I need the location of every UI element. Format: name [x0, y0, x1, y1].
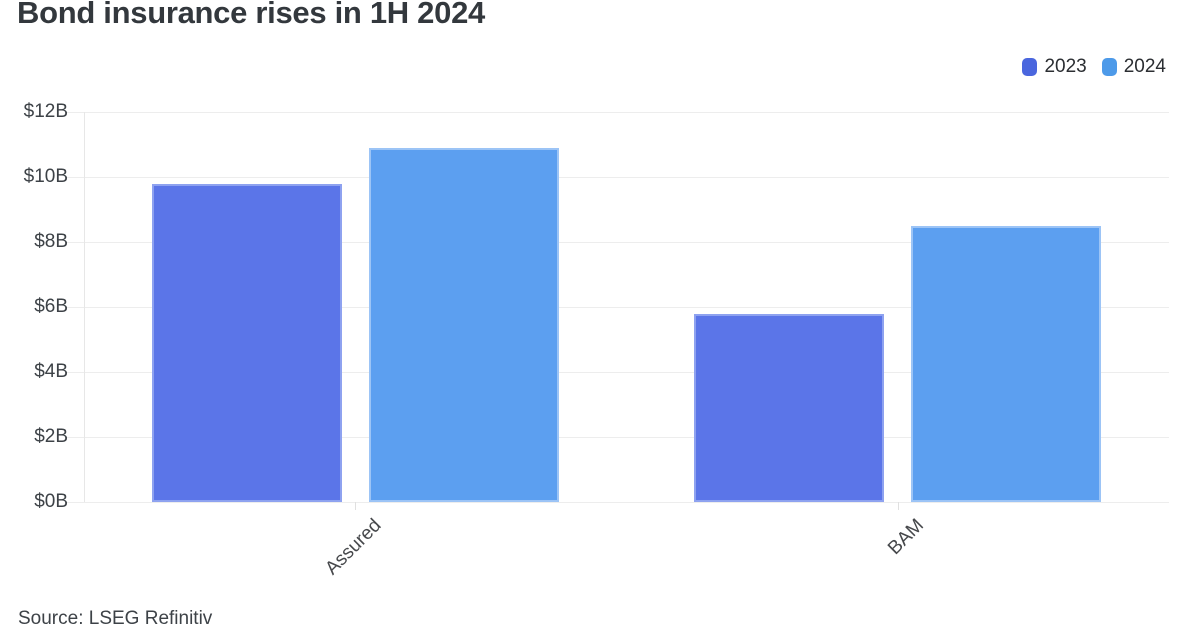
legend-entry-2023: 2023 — [1022, 56, 1087, 78]
y-tick-label-0: $0B — [34, 491, 68, 512]
gridline-2 — [65, 437, 1169, 438]
y-tick-label-10: $10B — [23, 166, 68, 187]
chart-title: Bond insurance rises in 1H 2024 — [17, 0, 485, 30]
bar-assured-2023 — [151, 183, 342, 502]
gridline-4 — [65, 372, 1169, 373]
legend-label-2023: 2023 — [1044, 56, 1087, 77]
gridline-12 — [65, 112, 1169, 113]
legend-swatch-2024-icon — [1101, 58, 1117, 76]
x-tick-bam — [897, 502, 899, 510]
legend-swatch-2023-icon — [1022, 58, 1038, 76]
legend: 2023 2024 — [1022, 56, 1166, 78]
y-tick-label-6: $6B — [34, 296, 68, 317]
bar-bam-2024 — [911, 225, 1102, 502]
gridline-8 — [65, 242, 1169, 243]
x-tick-assured — [355, 502, 357, 510]
gridline-0 — [65, 502, 1169, 503]
x-category-label-text: BAM — [883, 515, 928, 559]
gridline-6 — [65, 307, 1169, 308]
y-tick-label-8: $8B — [34, 231, 68, 252]
x-category-label-text: Assured — [320, 515, 386, 580]
bar-bam-2023 — [694, 313, 885, 502]
y-tick-label-4: $4B — [34, 361, 68, 382]
y-axis-line — [84, 112, 85, 502]
legend-label-2024: 2024 — [1123, 56, 1166, 77]
bar-assured-2024 — [368, 147, 559, 502]
y-tick-label-12: $12B — [23, 101, 68, 122]
y-tick-label-2: $2B — [34, 426, 68, 447]
source-note: Source: LSEG Refinitiv — [18, 608, 213, 629]
legend-entry-2024: 2024 — [1101, 56, 1166, 78]
gridline-10 — [65, 177, 1169, 178]
